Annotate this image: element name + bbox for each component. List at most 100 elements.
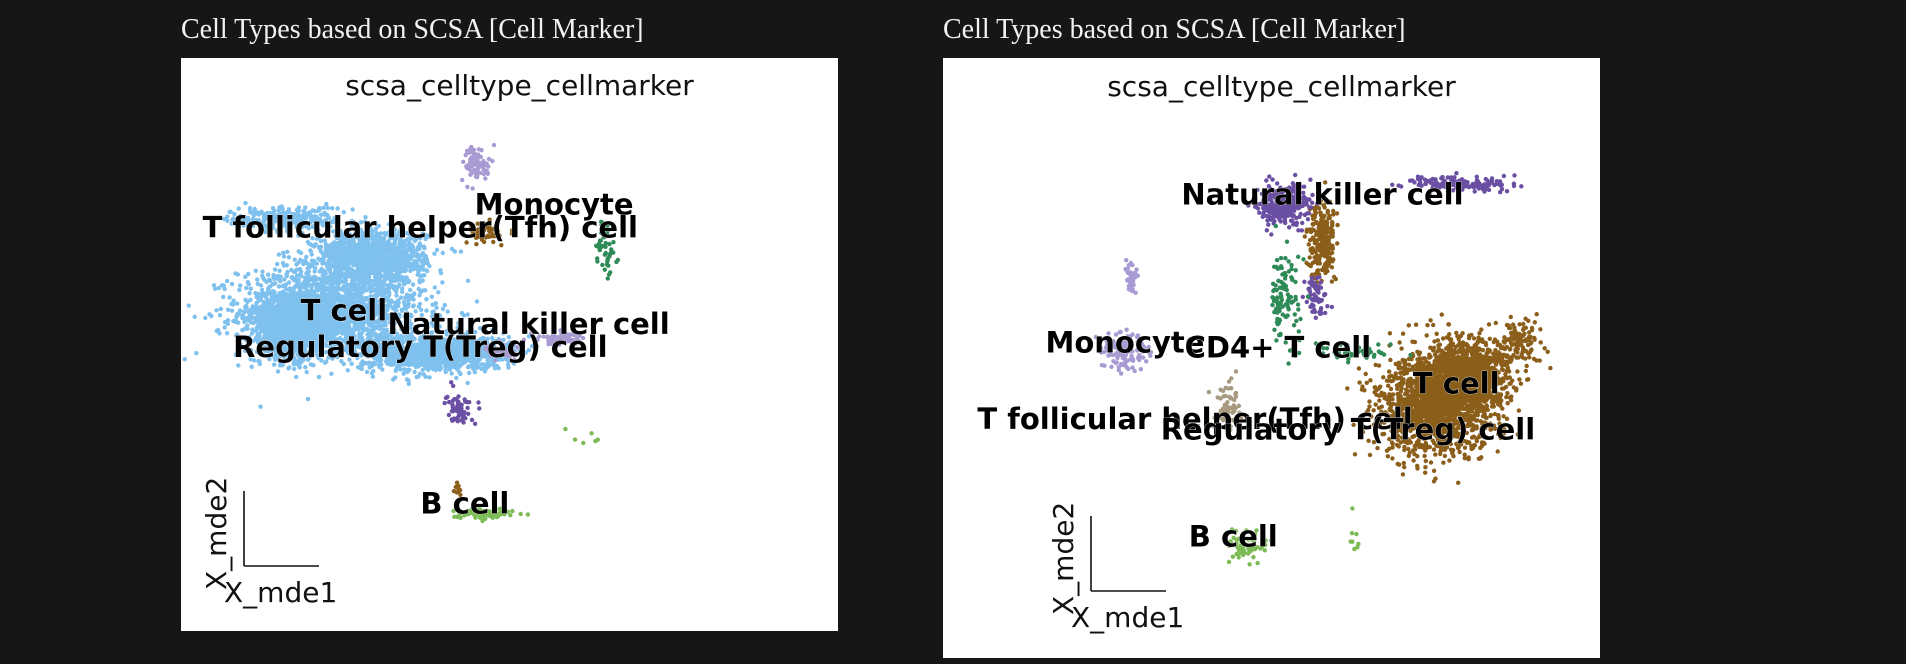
data-point (334, 245, 339, 250)
data-point (382, 255, 387, 260)
data-point (260, 269, 265, 274)
data-point (257, 318, 262, 323)
data-point (229, 301, 234, 307)
data-point (309, 252, 314, 257)
data-point (368, 283, 373, 288)
data-point (245, 326, 250, 331)
data-point (236, 312, 242, 317)
data-point (214, 308, 219, 313)
data-point (211, 283, 217, 288)
data-point (346, 260, 351, 265)
data-point (323, 250, 329, 255)
data-point (326, 355, 331, 360)
data-point (449, 371, 454, 376)
data-point (355, 289, 360, 295)
data-point (240, 327, 245, 333)
data-point (245, 344, 250, 349)
data-point (408, 287, 413, 293)
data-point (383, 270, 388, 275)
data-point (388, 246, 393, 252)
data-point (394, 308, 399, 313)
data-point (300, 259, 306, 264)
data-point (307, 277, 312, 282)
data-point (235, 320, 241, 325)
data-point (379, 248, 384, 253)
data-point (394, 331, 400, 336)
data-point (229, 281, 235, 287)
data-point (355, 273, 361, 279)
data-point (376, 319, 381, 324)
data-point (465, 278, 471, 283)
data-point (235, 272, 241, 277)
data-point (361, 286, 367, 291)
data-point (312, 269, 317, 274)
data-point (397, 252, 402, 257)
data-point (377, 308, 382, 314)
data-point (348, 283, 353, 288)
data-point (276, 284, 282, 289)
data-point (436, 290, 441, 295)
data-point (242, 319, 247, 324)
data-point (429, 314, 435, 319)
data-point (304, 284, 310, 289)
data-point (342, 260, 347, 265)
data-point (294, 374, 299, 380)
data-point (416, 286, 421, 292)
data-point (253, 268, 258, 273)
data-point (312, 244, 317, 249)
data-point (417, 293, 422, 298)
data-point (341, 361, 346, 367)
data-point (248, 320, 254, 325)
data-point (371, 309, 376, 314)
data-point (283, 316, 288, 321)
data-point (289, 275, 295, 280)
data-point (224, 331, 230, 336)
data-point (244, 285, 249, 291)
data-point (408, 312, 414, 317)
data-point (234, 301, 240, 306)
data-point (272, 267, 278, 272)
data-point (419, 312, 424, 318)
data-point (270, 305, 275, 310)
data-point (281, 250, 286, 255)
data-point (207, 312, 212, 317)
data-point (378, 285, 383, 290)
data-point (440, 250, 445, 256)
data-point (294, 273, 300, 278)
data-point (392, 278, 398, 284)
data-point (335, 329, 340, 334)
data-point (401, 260, 406, 265)
data-point (284, 263, 289, 268)
data-point (286, 312, 292, 317)
data-point (382, 298, 387, 303)
data-point (282, 277, 287, 282)
data-point (238, 283, 243, 288)
data-point (424, 308, 429, 313)
data-point (203, 315, 208, 321)
data-point (304, 254, 309, 260)
data-point (221, 294, 226, 300)
data-point (356, 282, 361, 287)
data-point (255, 277, 260, 282)
data-point (225, 307, 231, 312)
data-point (227, 295, 232, 300)
data-point (296, 282, 301, 287)
data-point (387, 285, 392, 290)
data-point (288, 286, 293, 291)
data-point (292, 269, 298, 274)
data-point (241, 309, 246, 314)
data-point (364, 274, 370, 279)
data-point (260, 313, 265, 319)
panel-title-left: Cell Types based on SCSA [Cell Marker] (181, 14, 644, 45)
data-point (440, 280, 445, 285)
data-point (395, 298, 401, 303)
data-point (403, 277, 408, 282)
data-point (345, 249, 350, 254)
data-point (301, 280, 306, 285)
data-point (298, 250, 304, 256)
data-point (401, 371, 406, 376)
data-point (259, 287, 265, 293)
data-point (394, 255, 399, 261)
data-point (315, 288, 320, 293)
data-point (322, 268, 327, 274)
